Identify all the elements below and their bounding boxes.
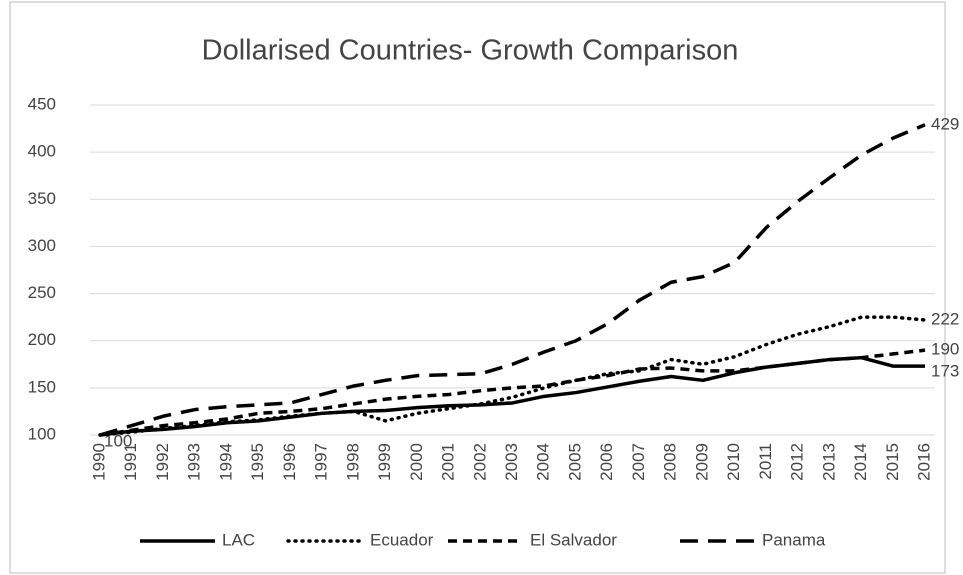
x-tick-label: 2007 xyxy=(629,443,648,481)
data-label: 429 xyxy=(931,114,959,133)
x-tick-label: 2013 xyxy=(819,443,838,481)
x-tick-label: 2004 xyxy=(534,443,553,481)
data-label: 190 xyxy=(931,340,959,359)
x-tick-label: 1997 xyxy=(312,443,331,481)
y-tick-label: 300 xyxy=(28,236,56,255)
chart-title: Dollarised Countries- Growth Comparison xyxy=(202,35,739,67)
x-tick-label: 1995 xyxy=(248,443,267,481)
x-tick-label: 2009 xyxy=(692,443,711,481)
data-label: 173 xyxy=(931,362,959,381)
x-tick-label: 2010 xyxy=(724,443,743,481)
x-tick-label: 2015 xyxy=(883,443,902,481)
legend-label: LAC xyxy=(222,530,255,549)
data-label: 100 xyxy=(104,431,132,450)
y-tick-label: 100 xyxy=(28,424,56,443)
line-series xyxy=(98,315,927,437)
x-tick-label: 1994 xyxy=(216,443,235,481)
y-tick-label: 150 xyxy=(28,377,56,396)
y-tick-label: 250 xyxy=(28,283,56,302)
y-tick-label: 400 xyxy=(28,142,56,161)
x-tick-label: 1999 xyxy=(375,443,394,481)
x-tick-label: 1990 xyxy=(89,443,108,481)
chart-frame xyxy=(9,1,946,574)
x-tick-label: 2005 xyxy=(565,443,584,481)
line-series xyxy=(99,123,926,437)
x-tick-label: 2006 xyxy=(597,443,616,481)
x-tick-label: 2012 xyxy=(788,443,807,481)
x-tick-label: 1993 xyxy=(185,443,204,481)
line-series xyxy=(99,348,926,437)
x-tick-label: 2008 xyxy=(661,443,680,481)
legend-label: Panama xyxy=(762,530,826,549)
legend-label: El Salvador xyxy=(530,530,617,549)
data-label: 222 xyxy=(931,309,959,328)
legend-label: Ecuador xyxy=(370,530,434,549)
y-tick-label: 450 xyxy=(28,94,56,113)
x-tick-label: 1991 xyxy=(121,443,140,481)
y-tick-label: 200 xyxy=(28,330,56,349)
x-tick-label: 1998 xyxy=(343,443,362,481)
x-tick-label: 2014 xyxy=(851,443,870,481)
x-tick-label: 2011 xyxy=(756,443,775,480)
y-tick-label: 350 xyxy=(28,189,56,208)
x-tick-label: 2001 xyxy=(439,443,458,481)
x-tick-label: 2016 xyxy=(914,443,933,481)
x-tick-label: 1996 xyxy=(280,443,299,481)
x-tick-label: 1992 xyxy=(153,443,172,481)
x-tick-label: 2000 xyxy=(407,443,426,481)
x-tick-label: 2002 xyxy=(470,443,489,481)
x-tick-label: 2003 xyxy=(502,443,521,481)
